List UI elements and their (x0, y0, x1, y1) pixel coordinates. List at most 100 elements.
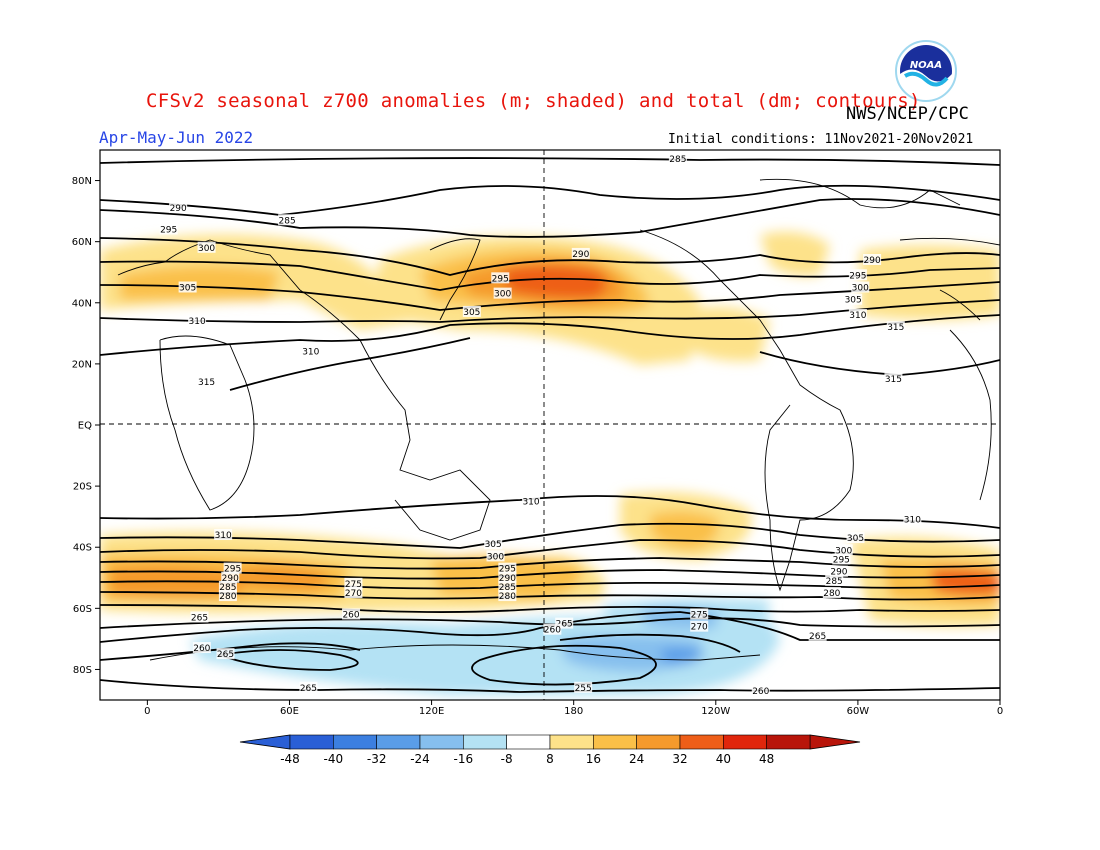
contour-label: 305 (485, 540, 502, 550)
contour-label: 295 (224, 565, 241, 575)
colorbar-swatch (549, 734, 594, 750)
colorbar-label: 48 (759, 752, 774, 766)
lon-tick-label: 60W (847, 706, 870, 717)
contour-label-bg (571, 247, 590, 259)
contour-label: 310 (522, 497, 539, 507)
contour-label: 315 (885, 375, 902, 385)
contour-label-bg (214, 529, 233, 540)
contour-label: 310 (302, 348, 319, 358)
contour-label-bg (498, 580, 517, 592)
colorbar-label: 8 (546, 752, 554, 766)
contour-label: 305 (845, 296, 862, 306)
colorbar-swatch (679, 734, 724, 750)
contour-label: 270 (691, 623, 708, 633)
contour-label-bg (668, 153, 687, 165)
chart-title: CFSv2 seasonal z700 anomalies (m; shaded… (146, 90, 921, 112)
contour-label-bg (159, 223, 178, 235)
contour-label-bg (190, 611, 209, 623)
contour-label: 260 (342, 610, 359, 620)
colorbar-label: -40 (324, 752, 344, 766)
longitude-axis: 0 60E 120E 180 120W 60W 0 (144, 700, 1003, 717)
contour-label: 300 (487, 552, 504, 562)
lon-tick-label: 120W (701, 706, 730, 717)
colorbar-swatch (636, 734, 681, 750)
contour-label: 290 (864, 256, 881, 266)
contour-label: 310 (904, 516, 921, 526)
colorbar-label: 24 (629, 752, 644, 766)
contour-label-bg (903, 513, 922, 525)
colorbar-label: -32 (367, 752, 387, 766)
contour-label: 290 (170, 204, 187, 214)
contour-label: 315 (198, 378, 215, 388)
contour-label-bg (884, 373, 903, 385)
contour-label: 295 (833, 555, 850, 565)
contour-label: 255 (575, 684, 592, 694)
contour-label-bg (834, 544, 853, 556)
contour-label: 265 (300, 684, 317, 694)
contour-labels: 2852902852953003053103103152953003052902… (159, 153, 922, 697)
contour-label-bg (484, 538, 503, 550)
colorbar-right-arrow (809, 734, 861, 750)
colorbar-swatch (593, 734, 637, 750)
colorbar-left-arrow (239, 734, 291, 750)
contour-label-bg (218, 580, 237, 592)
lat-tick-label: 60N (72, 237, 92, 248)
contour-label-bg (486, 550, 505, 562)
contour-label: 285 (826, 577, 843, 587)
contour-label: 265 (217, 650, 234, 660)
contour-label-bg (848, 309, 867, 320)
contour-label-bg (522, 495, 541, 507)
contour-label-bg (848, 269, 867, 281)
colorbar-label: 32 (672, 752, 687, 766)
contour-label-bg (169, 202, 188, 214)
contour-label-bg (491, 272, 510, 284)
lon-tick-label: 60E (280, 706, 299, 717)
contour-label: 265 (809, 632, 826, 642)
lat-tick-label: 20N (72, 359, 92, 370)
lat-tick-label: 40S (73, 543, 92, 554)
lat-tick-label: 60S (73, 604, 92, 615)
contour-label: 300 (198, 244, 215, 254)
contour-label-bg (690, 608, 709, 620)
contour-label-bg (751, 684, 770, 696)
contour-label: 285 (279, 216, 296, 226)
contour-label-bg (342, 608, 361, 620)
contour-label: 265 (191, 614, 208, 624)
contour-label: 260 (544, 626, 561, 636)
contour-label: 280 (823, 589, 840, 599)
lat-tick-label: 80N (72, 176, 92, 187)
contour-label-bg (886, 321, 905, 333)
height-contours (100, 157, 1000, 693)
colorbar-label: 40 (716, 752, 731, 766)
lat-tick-label: 40N (72, 298, 92, 309)
contour-label-bg (829, 565, 848, 577)
contour-label: 305 (847, 534, 864, 544)
contour-label: 305 (463, 308, 480, 318)
contour-label: 280 (219, 592, 236, 602)
colorbar: -48 -40 -32 -24 -16 -8 8 16 24 32 40 48 (239, 734, 861, 766)
contour-label-bg (822, 587, 841, 599)
contour-label: 260 (752, 687, 769, 697)
contour-label-bg (555, 617, 574, 629)
colorbar-label: -24 (410, 752, 430, 766)
contour-label-bg (690, 620, 709, 632)
season-label: Apr-May-Jun 2022 (99, 128, 254, 147)
contour-label-bg (197, 241, 216, 253)
contour-label-bg (301, 345, 320, 357)
colorbar-swatch (333, 734, 377, 750)
contour-label-bg (808, 629, 827, 641)
contour-label-bg (574, 681, 593, 693)
contour-label-bg (498, 571, 517, 583)
contour-label: 310 (215, 531, 232, 541)
colorbar-label: -16 (454, 752, 474, 766)
contour-label: 295 (492, 274, 509, 284)
contour-label: 300 (835, 546, 852, 556)
contour-label-bg (216, 648, 235, 660)
contour-label: 300 (494, 290, 511, 300)
colorbar-swatch (376, 734, 421, 750)
colorbar-swatch (463, 734, 507, 750)
latitude-axis: 80N 60N 40N 20N EQ 20S 40S 60S 80S (72, 176, 100, 676)
contour-label-bg (493, 287, 512, 299)
contour-label-bg (188, 315, 207, 327)
contour-label-bg (344, 587, 363, 599)
